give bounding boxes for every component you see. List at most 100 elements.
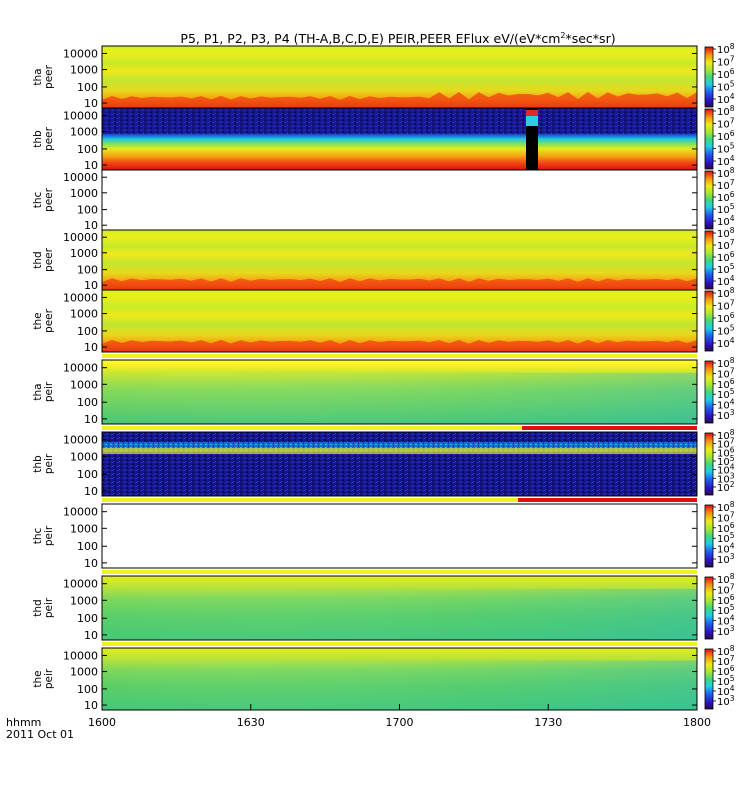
colorbar-label: 105 [717,387,735,401]
x-tick-label: 1730 [534,716,562,729]
colorbar-gradient [704,290,714,352]
colorbar-label: 104 [717,92,735,106]
panel-tha-peir: 10000 1000 100 10 thapeir [32,354,698,426]
colorbar-gradient [704,648,714,710]
colorbar-label: 105 [717,324,735,338]
colorbar-label: 104 [717,614,735,628]
colorbar-gradient [704,432,714,496]
colorbar-label: 103 [717,408,735,422]
low-energy-band [102,91,697,108]
colorbar-gradient [704,576,714,640]
y-tick-label: 100 [77,612,98,625]
colorbar-label: 106 [717,445,735,459]
panel-label: thdpeer [32,247,55,272]
panel-the-peir: 10000 1000 100 10 thepeir [32,642,698,712]
y-tick-label: 10000 [63,231,98,244]
panel-label: thbpeir [32,453,55,474]
colorbar-label: 108 [717,166,735,180]
x-tick-label: 1630 [237,716,265,729]
y-tick-label: 100 [77,81,98,94]
panel-label: thcpeir [32,525,55,546]
y-tick-label: 1000 [70,378,98,391]
y-tick-label: 100 [77,143,98,156]
spectrogram-thc-peer [102,170,697,230]
panel-label: thcpeer [32,187,55,212]
panel-label: thbpeer [32,126,55,151]
y-tick-label: 10 [84,279,98,292]
colorbar-label: 106 [717,521,735,535]
low-energy-band [102,339,697,352]
x-tick-label: 1700 [386,716,414,729]
colorbar-label: 108 [717,104,735,118]
x-axis-date: 2011 Oct 01 [6,728,74,741]
colorbar-label: 104 [717,214,735,228]
colorbar-label: 104 [717,336,735,350]
y-tick-label: 10000 [63,291,98,304]
colorbar-gradient [704,108,714,170]
panel-thc-peer: 10000 1000 100 10 thcpeer [32,169,698,232]
colorbar-label: 108 [717,286,735,300]
panel-label: thapeir [32,381,55,402]
y-tick-label: 10000 [63,434,98,447]
spectrogram-panels: 10000 1000 100 10 thapeer 10000 1000 100 10 thbpe… [32,45,698,712]
colorbar-label: 106 [717,593,735,607]
y-tick-label: 10 [84,159,98,172]
colorbar-label: 107 [717,299,735,313]
colorbar-label: 104 [717,463,735,477]
y-tick-label: 10 [84,485,98,498]
colorbar-label: 103 [717,694,735,708]
spectrogram-shading [102,372,697,424]
colorbar-label: 108 [717,500,735,514]
colorbar-label: 103 [717,624,735,638]
panel-frame [101,359,698,425]
colorbar-label: 106 [717,250,735,264]
y-tick-label: 100 [77,468,98,481]
colorbar-label: 105 [717,454,735,468]
colorbar-label: 107 [717,437,735,451]
y-tick-label: 100 [77,264,98,277]
colorbar-label: 105 [717,603,735,617]
colorbar-label: 102 [717,480,735,494]
colorbar-label: 104 [717,684,735,698]
top-strip [102,354,697,358]
colorbar-label: 107 [717,238,735,252]
y-tick-label: 1000 [70,247,98,260]
y-tick-label: 100 [77,396,98,409]
x-tick-label: 1800 [683,716,711,729]
noise-region [102,432,697,496]
y-tick-label: 1000 [70,64,98,77]
top-strip-red [522,426,697,430]
y-tick-label: 10 [84,557,98,570]
panel-tha-peer: 10000 1000 100 10 thapeer [32,45,698,110]
colorbar-label: 106 [717,129,735,143]
panel-label: thdpeir [32,597,55,618]
colorbar-label: 108 [717,42,735,56]
colorbar-label: 107 [717,510,735,524]
y-tick-label: 10000 [63,506,98,519]
colorbar-label: 103 [717,552,735,566]
colorbar-label: 107 [717,178,735,192]
y-tick-label: 10000 [63,109,98,122]
panel-frame [101,575,698,641]
y-tick-label: 100 [77,540,98,553]
spectrogram-shading [102,660,697,710]
data-gap-top [526,110,538,116]
bottom-strip-red [518,498,697,502]
colorbar-label: 105 [717,531,735,545]
colorbar-label: 105 [717,142,735,156]
panel-the-peer: 10000 1000 100 10 thepeer [32,289,698,354]
y-tick-label: 10 [84,341,98,354]
colorbar-label: 105 [717,80,735,94]
y-tick-label: 1000 [70,308,98,321]
spectrogram-shading [102,588,697,640]
y-tick-label: 10 [84,97,98,110]
colorbar-label: 104 [717,542,735,556]
colorbar-gradient [704,170,714,230]
top-strip [102,426,522,430]
